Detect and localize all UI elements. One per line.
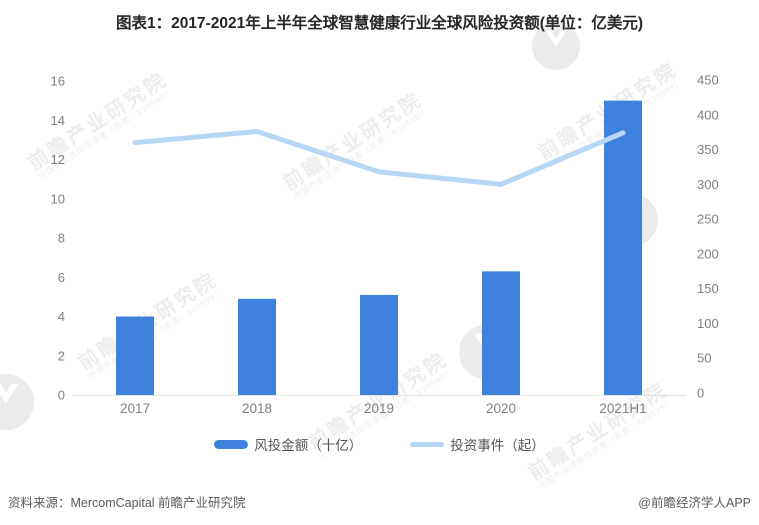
left-axis-tick: 10 [51, 191, 65, 206]
bar-2018 [238, 298, 276, 395]
line-series-swatch-icon [410, 441, 445, 447]
right-axis-tick: 300 [697, 177, 719, 192]
x-axis-label-2018: 2018 [242, 401, 272, 416]
right-axis-tick: 400 [697, 107, 719, 122]
bar-2019 [360, 294, 398, 395]
left-axis-tick: 12 [51, 152, 65, 167]
left-axis-tick: 14 [51, 113, 65, 128]
left-axis-tick: 8 [58, 231, 65, 246]
credit-text: @前瞻经济学人APP [638, 496, 751, 510]
right-axis-tick: 100 [697, 316, 719, 331]
x-axis-label-2017: 2017 [120, 401, 150, 416]
left-axis-tick: 6 [58, 270, 65, 285]
footer: 资料来源：MercomCapital 前瞻产业研究院 @前瞻经济学人APP [8, 492, 751, 511]
left-axis-tick: 16 [51, 74, 65, 89]
x-axis-label-2020: 2020 [486, 401, 516, 416]
legend-label-funding: 风投金额（十亿） [254, 438, 363, 453]
x-axis-label-2021H1: 2021H1 [599, 401, 646, 416]
right-axis-tick: 450 [697, 73, 719, 88]
legend: 风投金额（十亿） 投资事件（起） [0, 434, 759, 454]
x-axis-label-2019: 2019 [364, 401, 394, 416]
right-axis-tick: 250 [697, 212, 719, 227]
legend-item-deals: 投资事件（起） [410, 434, 545, 454]
left-axis-tick: 0 [58, 388, 65, 403]
left-axis-tick: 2 [58, 348, 65, 363]
left-axis-tick: 4 [58, 309, 65, 324]
line-series [132, 128, 626, 187]
bar-2017 [116, 316, 154, 395]
right-axis-tick: 200 [697, 246, 719, 261]
source-text: 资料来源：MercomCapital 前瞻产业研究院 [8, 496, 246, 510]
bar-series-swatch-icon [214, 439, 249, 449]
bar-2021H1 [604, 100, 642, 395]
chart-title: 图表1：2017-2021年上半年全球智慧健康行业全球风险投资额(单位：亿美元) [115, 15, 644, 32]
legend-item-funding: 风投金额（十亿） [214, 434, 362, 454]
right-axis-tick: 50 [697, 351, 711, 366]
bar-2020 [482, 271, 520, 395]
right-axis-tick: 0 [697, 386, 704, 401]
right-axis-tick: 150 [697, 281, 719, 296]
right-axis-tick: 350 [697, 142, 719, 157]
legend-label-deals: 投资事件（起） [450, 438, 545, 453]
